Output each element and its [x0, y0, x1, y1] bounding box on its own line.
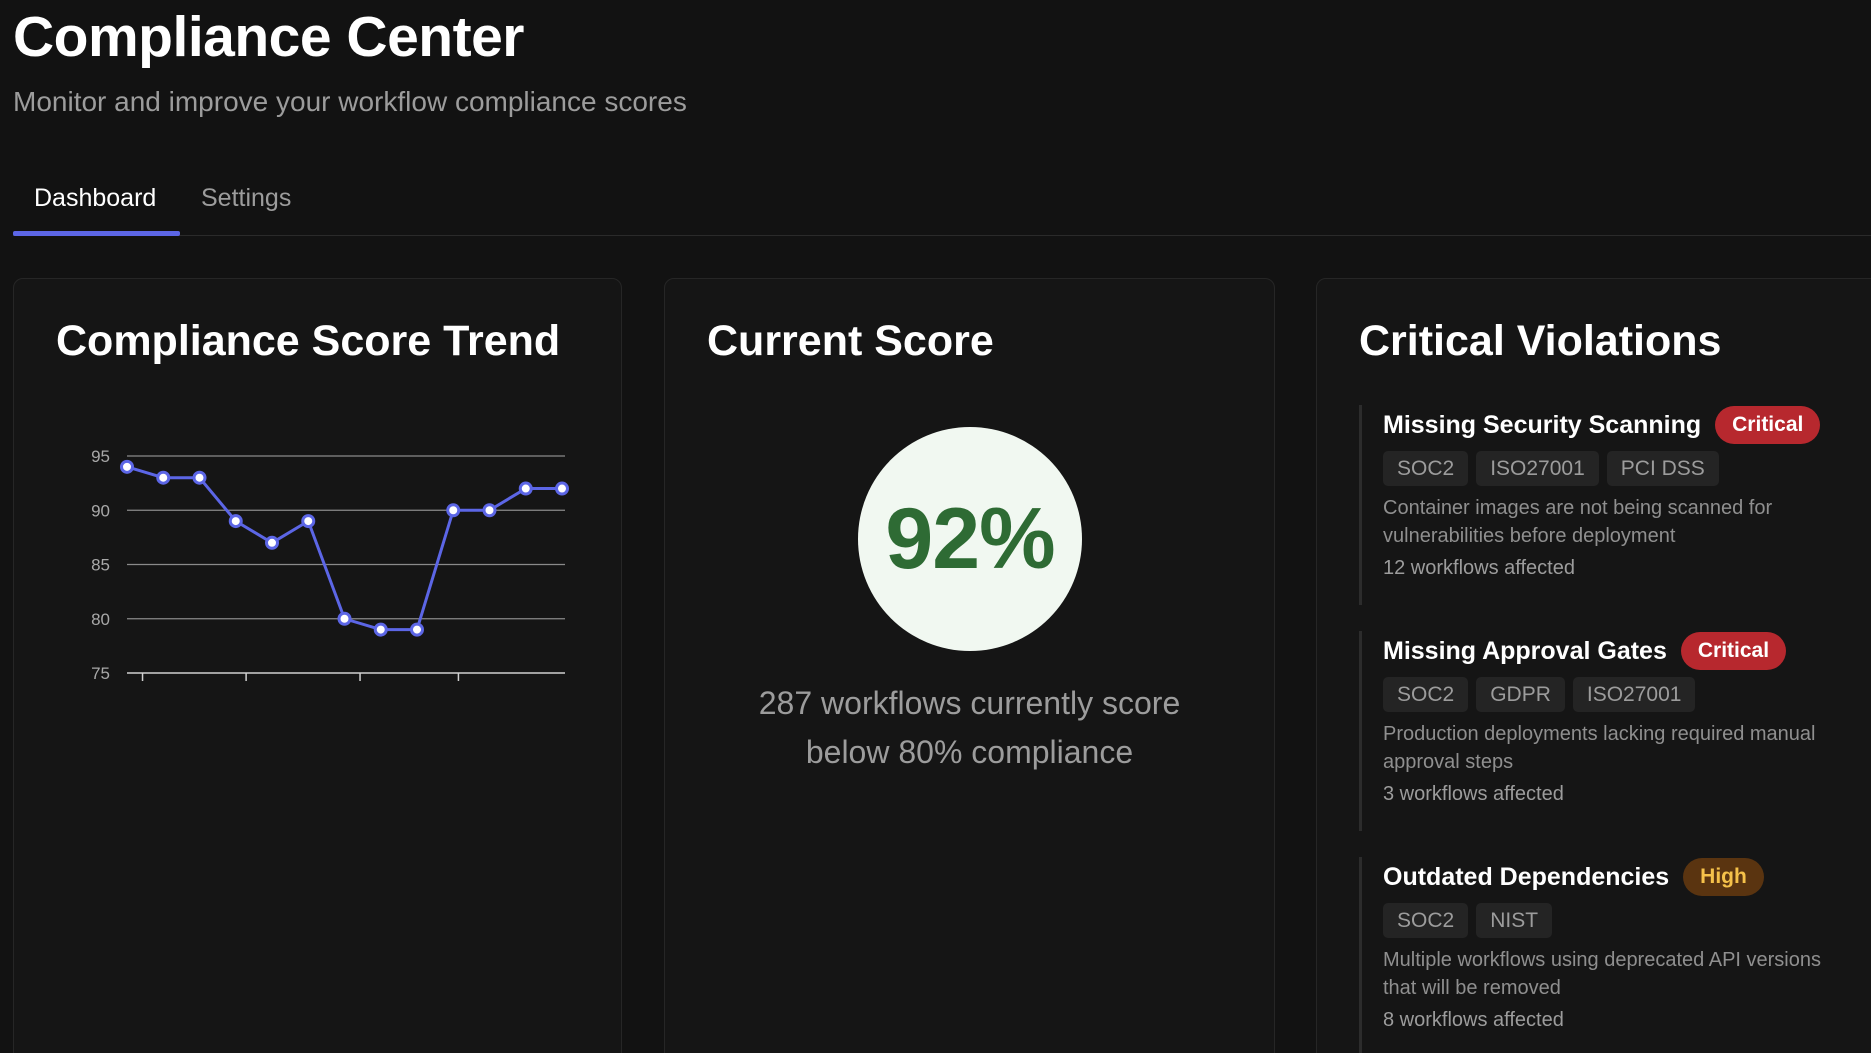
score-card-title: Current Score: [707, 317, 994, 365]
tab-settings[interactable]: Settings: [201, 184, 292, 212]
violation-title: Missing Security Scanning: [1383, 410, 1702, 439]
framework-tag: GDPR: [1476, 677, 1565, 712]
violation-description: Production deployments lacking required …: [1383, 720, 1871, 776]
violation-item-missing-approval-gates[interactable]: Missing Approval Gates Critical SOC2 GDP…: [1359, 631, 1871, 831]
violation-title: Missing Approval Gates: [1383, 636, 1667, 665]
y-tick-label: 85: [91, 556, 110, 575]
violation-description-line: Container images are not being scanned f…: [1383, 497, 1773, 519]
affected-count: 12 workflows affected: [1383, 557, 1575, 579]
score-value: 92%: [885, 490, 1055, 587]
violations-card-title: Critical Violations: [1359, 317, 1722, 365]
data-point: [410, 622, 424, 637]
violation-description-line: that will be removed: [1383, 977, 1561, 999]
violation-description-line: vulnerabilities before deployment: [1383, 525, 1676, 547]
framework-tag: PCI DSS: [1606, 451, 1719, 486]
affected-count: 8 workflows affected: [1383, 1009, 1564, 1031]
framework-tag: SOC2: [1383, 677, 1469, 712]
violation-description: Multiple workflows using deprecated API …: [1383, 946, 1871, 1002]
framework-tag: NIST: [1476, 903, 1553, 938]
tab-bar: Dashboard Settings: [13, 170, 1871, 236]
data-point: [337, 611, 352, 626]
page-subtitle: Monitor and improve your workflow compli…: [13, 86, 687, 117]
affected-count: 3 workflows affected: [1383, 783, 1564, 805]
data-point: [482, 503, 497, 518]
severity-badge: Critical: [1715, 406, 1821, 444]
framework-tag: ISO27001: [1476, 451, 1599, 486]
page-title: Compliance Center: [13, 5, 524, 69]
score-description: 287 workflows currently score below 80% …: [705, 679, 1234, 777]
data-point: [301, 514, 316, 529]
framework-tags: SOC2 GDPR ISO27001: [1383, 677, 1871, 712]
compliance-trend-chart: 758085909520 Jun10 JulAug '2520 Aug: [91, 447, 569, 683]
score-description-line: below 80% compliance: [805, 734, 1134, 770]
violation-title: Outdated Dependencies: [1383, 862, 1670, 891]
violation-description-line: Production deployments lacking required …: [1383, 723, 1816, 745]
violations-card: Critical Violations Missing Security Sca…: [1316, 278, 1871, 1053]
violation-description-line: Multiple workflows using deprecated API …: [1383, 949, 1821, 971]
data-point: [373, 622, 388, 637]
framework-tag: ISO27001: [1572, 677, 1696, 712]
data-point: [555, 481, 569, 496]
severity-badge: Critical: [1680, 632, 1787, 670]
framework-tag: SOC2: [1383, 451, 1469, 486]
framework-tag: SOC2: [1383, 903, 1469, 938]
data-point: [156, 470, 171, 485]
framework-tags: SOC2 ISO27001 PCI DSS: [1383, 451, 1871, 486]
data-point: [228, 514, 243, 529]
data-point: [120, 459, 134, 474]
y-tick-label: 95: [91, 447, 110, 466]
data-point: [192, 470, 207, 485]
y-tick-label: 75: [91, 664, 110, 683]
violation-item-outdated-dependencies[interactable]: Outdated Dependencies High SOC2 NIST Mul…: [1359, 857, 1871, 1053]
data-point: [446, 503, 461, 518]
y-tick-label: 80: [91, 610, 110, 629]
tab-dashboard[interactable]: Dashboard: [34, 184, 157, 212]
trend-card-title: Compliance Score Trend: [56, 317, 561, 365]
score-card: Current Score 92% 287 workflows currentl…: [664, 278, 1275, 1053]
score-description-line: 287 workflows currently score: [758, 685, 1181, 721]
severity-badge: High: [1683, 858, 1764, 896]
data-point: [518, 481, 533, 496]
score-circle: 92%: [858, 427, 1082, 651]
y-tick-label: 90: [91, 501, 110, 520]
trend-line: [126, 465, 562, 632]
violation-description-line: approval steps: [1383, 751, 1514, 773]
data-point: [265, 535, 279, 550]
framework-tags: SOC2 NIST: [1383, 903, 1871, 938]
violation-item-missing-security-scanning[interactable]: Missing Security Scanning Critical SOC2 …: [1359, 405, 1871, 605]
active-tab-indicator: [13, 231, 180, 236]
violation-description: Container images are not being scanned f…: [1383, 494, 1871, 550]
trend-card: Compliance Score Trend 758085909520 Jun1…: [13, 278, 622, 1053]
